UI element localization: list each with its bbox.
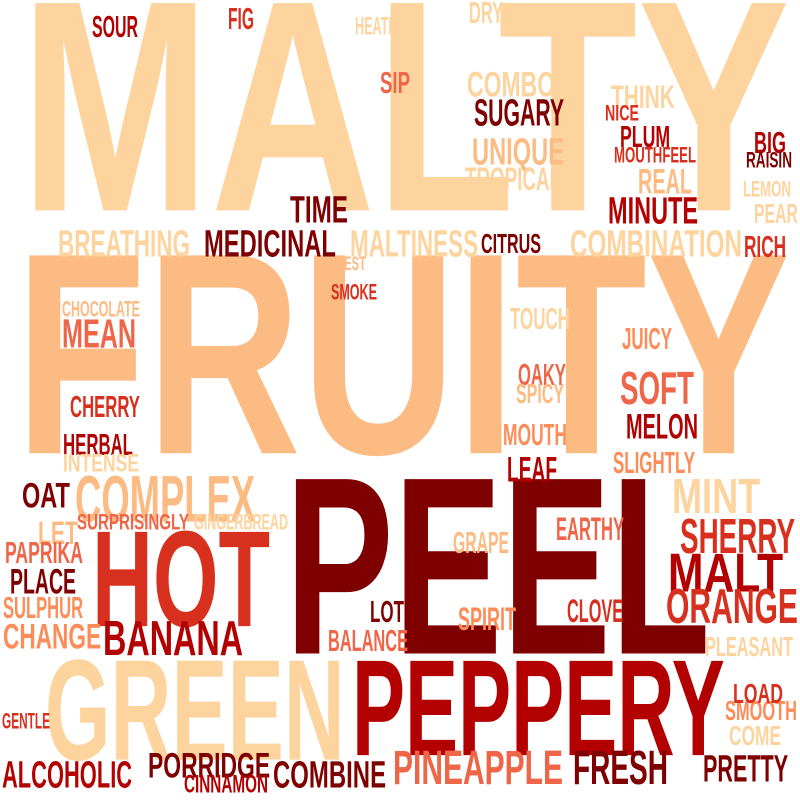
word-sour: SOUR: [92, 9, 138, 44]
word-breathing: BREATHING: [58, 221, 191, 265]
word-smoke: SMOKE: [331, 279, 377, 305]
word-think: THINK: [611, 78, 675, 116]
word-citrus: CITRUS: [481, 228, 542, 260]
word-fruity: FRUITY: [15, 194, 791, 517]
word-come: COME: [729, 720, 781, 752]
word-load: LOAD: [733, 678, 784, 710]
word-intense: INTENSE: [63, 449, 140, 477]
word-orange: ORANGE: [666, 578, 798, 634]
word-big: BIG: [754, 125, 786, 160]
word-paprika: PAPRIKA: [5, 535, 83, 570]
word-sip: SIP: [380, 65, 411, 100]
word-mint: MINT: [672, 468, 761, 524]
word-hot: HOT: [92, 502, 271, 657]
word-raisin: RAISIN: [746, 147, 792, 173]
word-change: CHANGE: [3, 616, 102, 657]
word-peel: PEEL: [285, 425, 711, 710]
word-pineapple: PINEAPPLE: [393, 740, 563, 795]
word-spicy: SPICY: [516, 378, 565, 410]
word-combine: COMBINE: [273, 752, 387, 796]
word-malty: MALTY: [20, 0, 790, 277]
word-alcoholic: ALCOHOLIC: [2, 752, 133, 796]
word-minute: MINUTE: [608, 188, 699, 232]
word-lemon: LEMON: [743, 176, 792, 202]
word-cinnamon: CINNAMON: [184, 770, 268, 798]
word-juicy: JUICY: [622, 321, 672, 356]
word-sulphur: SULPHUR: [3, 590, 84, 625]
word-combination: COMBINATION: [570, 221, 743, 265]
word-green: GREEN: [45, 630, 345, 792]
word-medicinal: MEDICINAL: [204, 221, 336, 265]
word-earthy: EARTHY: [556, 510, 625, 548]
word-gentle: GENTLE: [2, 708, 50, 734]
word-oaky: OAKY: [518, 357, 566, 392]
word-porridge: PORRIDGE: [148, 745, 271, 786]
word-mouthfeel: MOUTHFEEL: [614, 142, 697, 168]
word-dry: DRY: [469, 0, 504, 30]
word-cherry: CHERRY: [70, 389, 140, 424]
word-oat: OAT: [22, 475, 70, 516]
word-lot: LOT: [370, 594, 404, 629]
word-slightly: SLIGHTLY: [613, 445, 696, 480]
word-malt: MALT: [668, 542, 784, 604]
word-herbal: HERBAL: [63, 427, 133, 462]
word-mouth: MOUTH: [503, 417, 567, 452]
word-smooth: SMOOTH: [725, 695, 797, 727]
word-pretty: PRETTY: [703, 746, 789, 790]
word-mean: MEAN: [62, 310, 137, 357]
word-heather: HEATHER: [355, 12, 415, 40]
word-melon: MELON: [626, 406, 699, 447]
word-balance: BALANCE: [328, 623, 408, 658]
word-fresh: FRESH: [573, 740, 668, 795]
word-real: REAL: [638, 161, 693, 202]
word-banana: BANANA: [103, 610, 244, 666]
word-gingerbread: GINGERBREAD: [194, 509, 289, 535]
word-soft: SOFT: [620, 362, 694, 415]
word-pear: PEAR: [754, 198, 798, 230]
word-grape: GRAPE: [453, 525, 509, 560]
word-rich: RICH: [744, 229, 787, 264]
word-combo: COMBO: [467, 64, 556, 105]
word-time: TIME: [290, 187, 348, 231]
word-let: LET: [38, 514, 78, 552]
word-fig: FIG: [228, 1, 254, 36]
word-rest: REST: [336, 252, 366, 274]
word-unique: UNIQUE: [472, 129, 564, 173]
word-sugary: SUGARY: [474, 90, 565, 134]
word-spirit: SPIRIT: [458, 600, 517, 638]
word-surprisingly: SURPRISINGLY: [77, 509, 189, 535]
word-pleasant: PLEASANT: [705, 631, 793, 663]
word-tropical: TROPICAL: [465, 160, 562, 198]
word-nice: NICE: [605, 100, 639, 126]
word-clove: CLOVE: [567, 592, 624, 630]
word-place: PLACE: [10, 561, 76, 602]
word-sherry: SHERRY: [680, 508, 796, 564]
word-leaf: LEAF: [507, 449, 558, 490]
word-touch: TOUCH: [510, 301, 570, 336]
word-complex: COMPLEX: [75, 462, 256, 537]
word-chocolate: CHOCOLATE: [62, 296, 140, 322]
word-maltiness: MALTINESS: [350, 221, 479, 265]
word-plum: PLUM: [620, 119, 671, 154]
word-peppery: PEPPERY: [352, 631, 725, 786]
